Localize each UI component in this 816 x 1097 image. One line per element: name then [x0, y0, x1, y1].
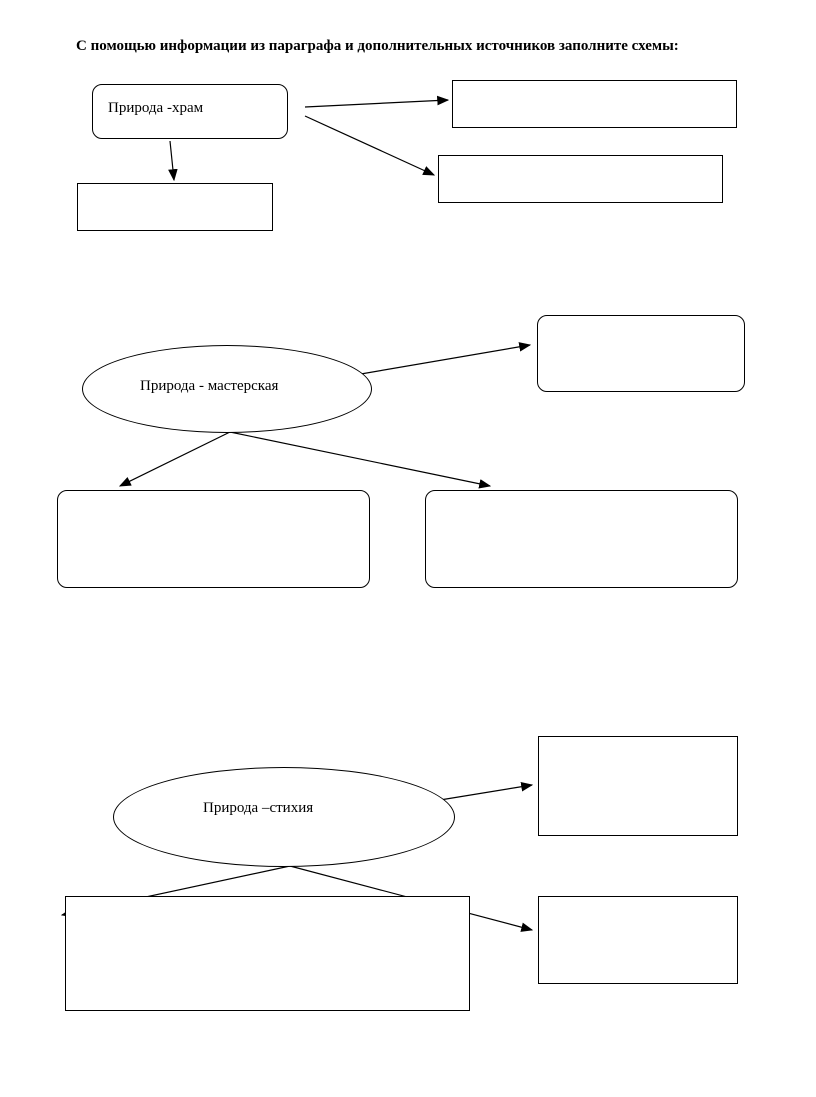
- scheme2-edge-1: [120, 432, 230, 486]
- scheme3-source: [113, 767, 455, 867]
- s1t3: [77, 183, 273, 231]
- scheme3-edge-0: [440, 785, 532, 800]
- s1t2: [438, 155, 723, 203]
- scheme3-source-label: Природа –стихия: [203, 800, 313, 817]
- scheme2-source-label: Природа - мастерская: [140, 378, 278, 395]
- s3t2: [538, 896, 738, 984]
- scheme1-edge-2: [170, 141, 174, 180]
- scheme1-edge-1: [305, 116, 434, 175]
- s3t3: [65, 896, 470, 1011]
- s1t1: [452, 80, 737, 128]
- s3t1: [538, 736, 738, 836]
- s2t3: [425, 490, 738, 588]
- scheme1-edge-0: [305, 100, 448, 107]
- scheme1-source-label: Природа -храм: [108, 100, 203, 117]
- scheme2-edge-2: [230, 432, 490, 486]
- scheme2-edge-0: [355, 345, 530, 375]
- page-title: С помощью информации из параграфа и допо…: [76, 38, 679, 55]
- s2t2: [57, 490, 370, 588]
- s2t1: [537, 315, 745, 392]
